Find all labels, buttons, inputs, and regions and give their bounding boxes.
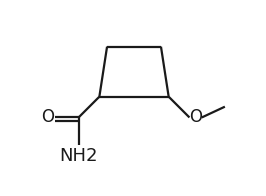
Text: O: O — [189, 108, 202, 126]
Text: O: O — [41, 108, 54, 126]
Text: NH2: NH2 — [59, 147, 98, 165]
